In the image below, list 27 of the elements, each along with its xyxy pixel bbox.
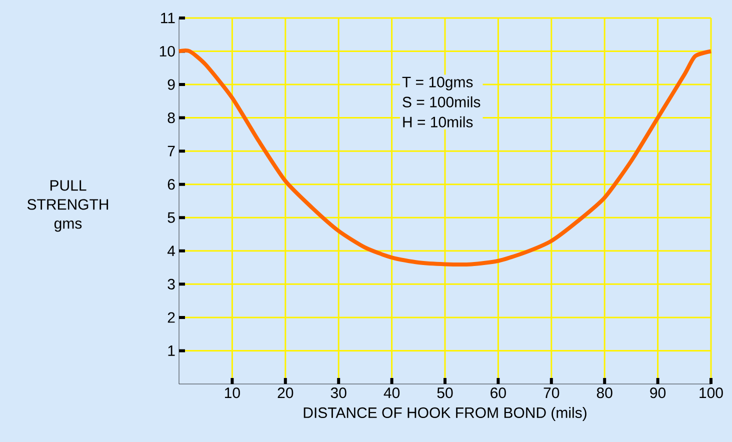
x-tick-label: 20 [278, 388, 294, 398]
x-axis-title: DISTANCE OF HOOK FROM BOND (mils) [304, 407, 586, 421]
y-tick-label: 2 [168, 312, 175, 323]
annotation: H = 10mils [403, 116, 473, 128]
x-tick-label: 10 [225, 388, 240, 398]
x-tick-label: 30 [330, 388, 346, 398]
annotation: S = 100mils [402, 96, 480, 108]
y-tick-label: 6 [168, 179, 175, 190]
x-tick-label: 100 [700, 388, 723, 398]
y-tick-label: 10 [160, 46, 175, 57]
x-tick-label: 70 [544, 388, 560, 398]
y-tick-label: 7 [168, 146, 175, 156]
y-tick-label: 4 [167, 246, 176, 256]
y-tick-label: 3 [168, 278, 175, 290]
y-axis-title: PULL STRENGTH gms [27, 180, 108, 232]
annotation: T = 10gms [402, 76, 473, 90]
x-tick-label: 80 [596, 388, 612, 398]
y-tick-label: 8 [168, 112, 175, 124]
y-tick-label: 1 [168, 346, 175, 356]
x-tick-label: 60 [490, 388, 506, 398]
line-series [177, 48, 713, 266]
y-tick-label: 9 [168, 79, 175, 90]
y-tick-label: 11 [161, 12, 175, 24]
y-tick-label: 5 [168, 212, 175, 223]
x-tick-label: 90 [650, 388, 666, 398]
x-tick-label: 40 [384, 388, 400, 398]
x-tick-label: 50 [437, 388, 453, 398]
